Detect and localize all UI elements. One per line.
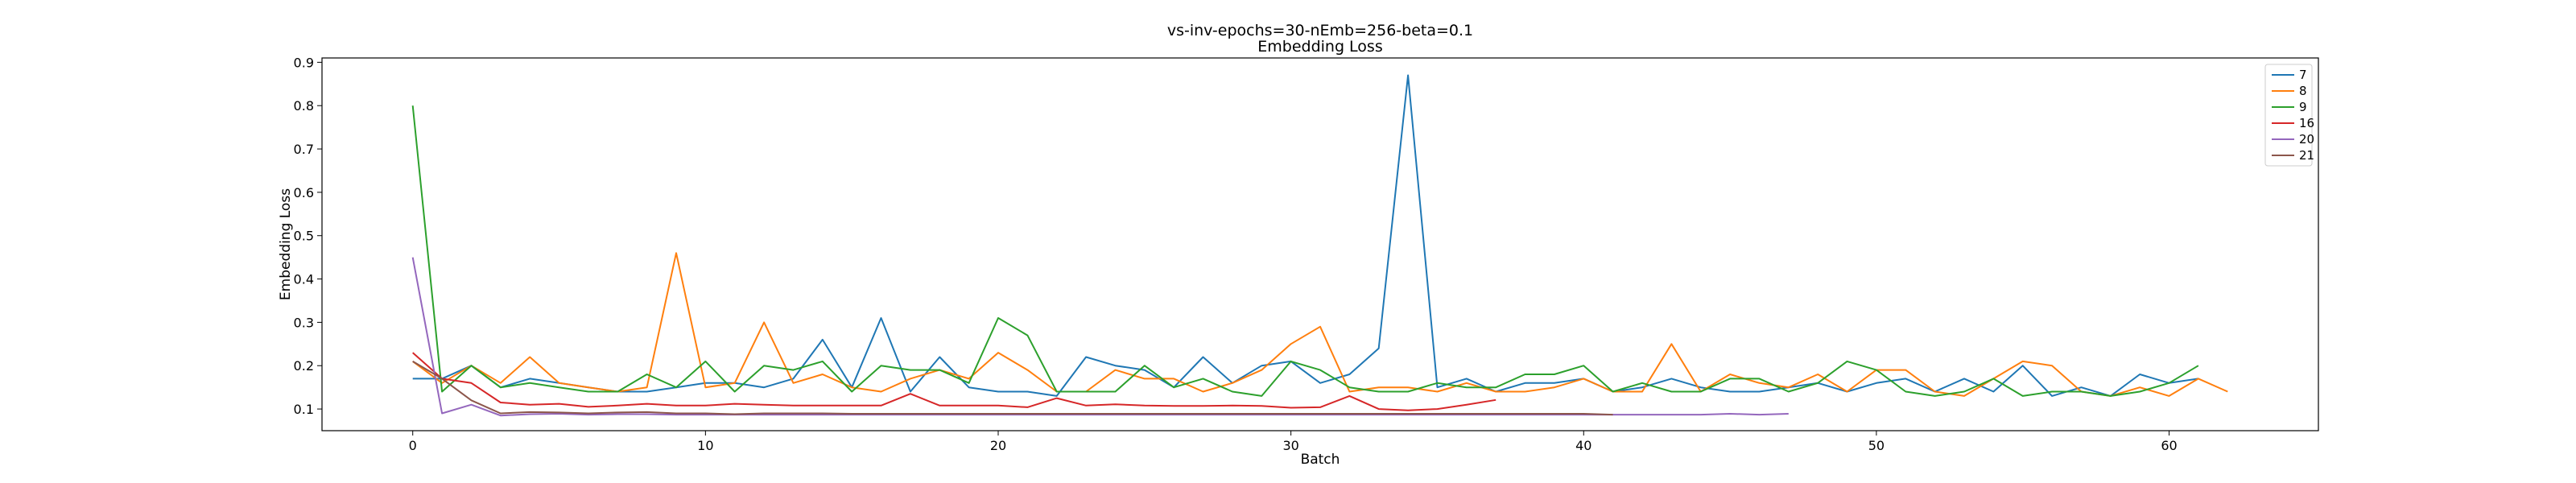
y-axis-ticks: 0.1 0.2 0.3 0.4 0.5 0.6 0.7 0.8 0.9	[294, 55, 322, 417]
plot-frame	[321, 57, 2319, 431]
x-axis-ticks: 0 10 20 30 40 50 60	[409, 431, 2178, 453]
y-tick-label: 0.1	[294, 402, 314, 417]
x-tick-label: 60	[2161, 438, 2177, 453]
series-line-20	[411, 257, 1789, 417]
x-axis-label: Batch	[1301, 452, 1340, 468]
series-line-21	[412, 361, 1613, 416]
legend-label-16: 16	[2299, 116, 2314, 130]
x-tick-label: 20	[990, 438, 1006, 453]
series-line-9	[411, 105, 2199, 397]
legend-label-8: 8	[2299, 84, 2307, 98]
y-tick-label: 0.4	[294, 272, 314, 287]
y-tick-label: 0.6	[294, 185, 314, 200]
legend-label-7: 7	[2299, 68, 2307, 82]
legend-label-20: 20	[2299, 132, 2314, 147]
chart-subtitle: Embedding Loss	[1257, 38, 1382, 56]
chart-title: vs-inv-epochs=30-nEmb=256-beta=0.1	[1167, 22, 1473, 39]
y-tick-label: 0.3	[294, 315, 314, 330]
series-line-8	[412, 252, 2228, 397]
y-tick-label: 0.7	[294, 142, 314, 157]
series-lines	[411, 74, 2228, 417]
y-tick-label: 0.9	[294, 55, 314, 70]
legend-label-21: 21	[2299, 148, 2314, 163]
y-tick-label: 0.2	[294, 358, 314, 374]
y-tick-label: 0.8	[294, 98, 314, 114]
series-line-7	[412, 74, 2199, 397]
x-tick-label: 30	[1282, 438, 1298, 453]
y-axis-label: Embedding Loss	[278, 188, 294, 300]
x-tick-label: 50	[1868, 438, 1885, 453]
x-tick-label: 0	[409, 438, 417, 453]
x-tick-label: 40	[1575, 438, 1591, 453]
y-tick-label: 0.5	[294, 229, 314, 244]
legend-label-9: 9	[2299, 100, 2307, 114]
series-line-16	[412, 352, 1496, 411]
legend-frame	[2264, 64, 2313, 167]
x-tick-label: 10	[697, 438, 713, 453]
